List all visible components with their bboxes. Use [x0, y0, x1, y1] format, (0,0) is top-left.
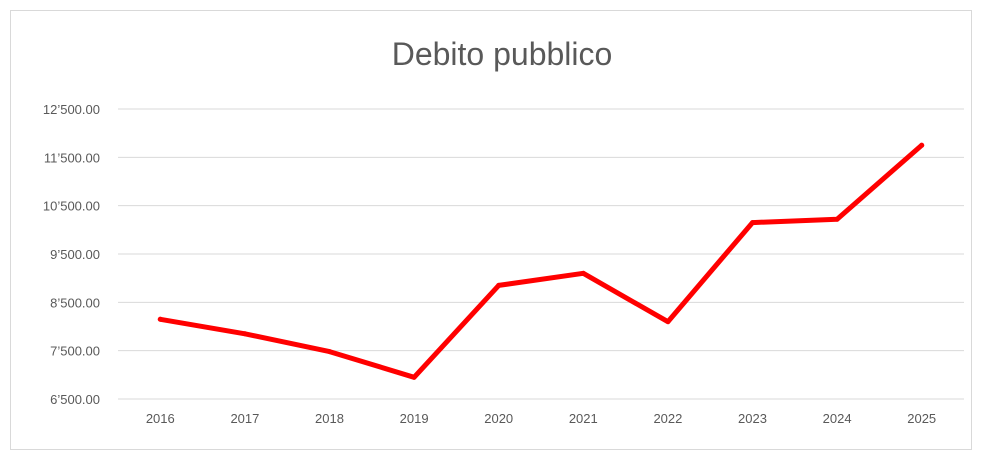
y-tick-label: 12’500.00 [43, 102, 100, 117]
data-point [580, 270, 586, 276]
data-point [834, 216, 840, 222]
data-point [242, 331, 248, 337]
x-tick-label: 2017 [230, 411, 259, 426]
series-line [157, 142, 925, 380]
x-tick-label: 2019 [400, 411, 429, 426]
y-axis-ticks: 6’500.00 7’500.00 8’500.00 9’500.00 10’500.0… [43, 102, 100, 407]
data-point [750, 220, 755, 226]
data-point [411, 374, 417, 380]
chart-title: Debito pubblico [391, 36, 613, 72]
chart-frame [10, 10, 972, 450]
y-tick-label: 7’500.00 [50, 344, 100, 359]
y-tick-label: 8’500.00 [50, 295, 100, 310]
x-tick-label: 2018 [315, 411, 344, 426]
x-tick-label: 2024 [823, 411, 852, 426]
x-tick-label: 2025 [907, 411, 936, 426]
data-point [157, 316, 163, 322]
y-tick-label: 6’500.00 [50, 392, 100, 407]
y-tick-label: 10’500.00 [43, 199, 100, 214]
x-axis-ticks: 2016 2017 2018 2019 2020 2021 2022 2023 2024 2025 [146, 411, 936, 426]
series-layer [157, 142, 925, 380]
x-tick-label: 2023 [738, 411, 767, 426]
y-tick-label: 11’500.00 [44, 150, 100, 165]
x-tick-label: 2022 [653, 411, 682, 426]
data-point [665, 319, 671, 325]
data-point [327, 349, 332, 355]
x-tick-label: 2020 [484, 411, 513, 426]
x-tick-label: 2016 [146, 411, 175, 426]
data-point [496, 282, 502, 288]
x-tick-label: 2021 [569, 411, 598, 426]
y-tick-label: 9’500.00 [50, 247, 100, 262]
grid-lines [118, 108, 964, 400]
data-point [919, 142, 925, 148]
